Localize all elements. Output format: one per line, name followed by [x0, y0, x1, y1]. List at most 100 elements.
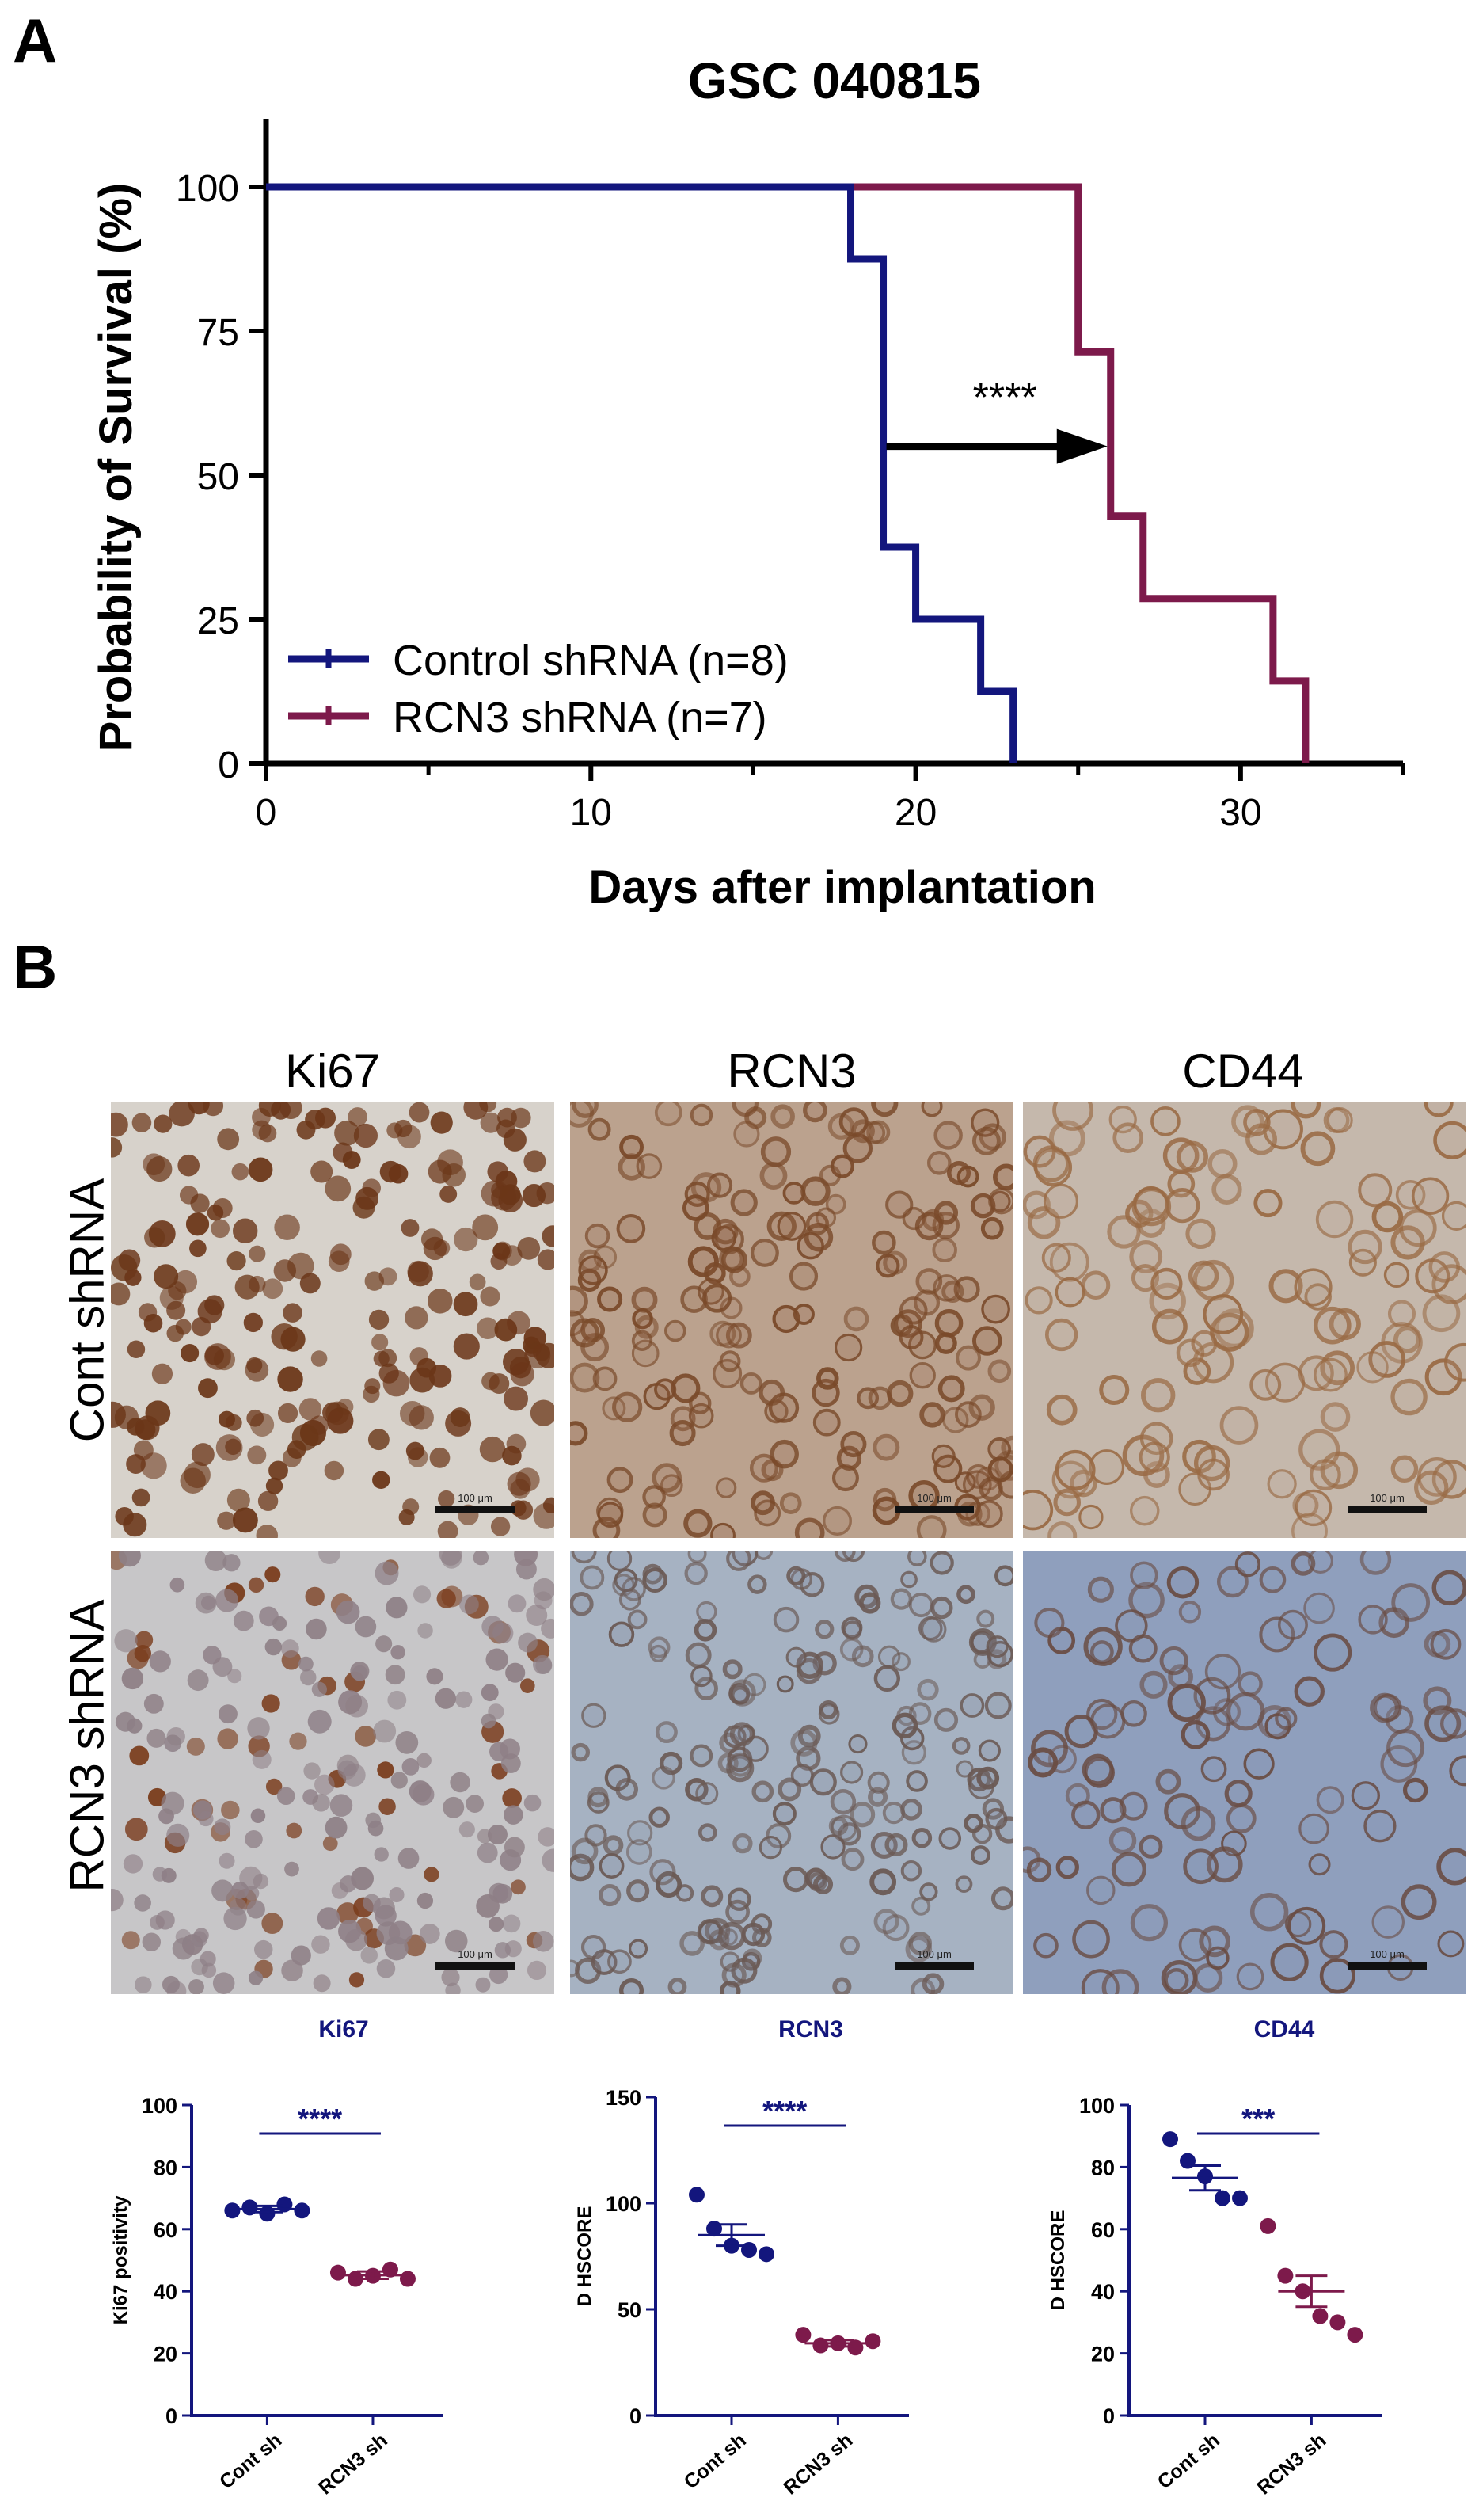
km-significance: ****	[973, 375, 1037, 421]
panel-letter-a: A	[13, 6, 58, 75]
quant-x-tick-label: Cont sh	[1154, 2429, 1224, 2493]
cell-nucleus	[221, 1800, 240, 1820]
quant-y-tick-label: 80	[154, 2156, 177, 2179]
cell-nucleus	[1431, 1264, 1466, 1304]
cell-nucleus	[355, 1186, 379, 1210]
cell-nucleus	[272, 1616, 287, 1631]
cell-nucleus	[570, 1285, 588, 1317]
cell-nucleus	[1204, 1654, 1241, 1690]
micrograph-texture	[570, 1102, 1013, 1538]
cell-nucleus	[1315, 1200, 1354, 1239]
cell-nucleus	[307, 1709, 332, 1734]
cell-nucleus	[227, 1669, 242, 1684]
cell-nucleus	[336, 1902, 359, 1925]
cell-nucleus	[248, 1157, 273, 1182]
cell-nucleus	[1120, 1700, 1147, 1727]
quant-y-tick-label: 100	[1079, 2094, 1115, 2118]
cell-nucleus	[728, 1752, 753, 1777]
cell-nucleus	[930, 1551, 954, 1575]
cell-nucleus	[466, 1795, 484, 1813]
cell-nucleus	[435, 1688, 456, 1709]
cell-nucleus	[453, 1333, 480, 1360]
cell-nucleus	[675, 1884, 694, 1902]
cell-nucleus	[187, 1669, 209, 1692]
cell-nucleus	[384, 1936, 409, 1961]
cell-nucleus	[776, 1675, 794, 1693]
ihc-column-header-cd44: CD44	[1182, 1045, 1304, 1098]
cell-nucleus	[1055, 1277, 1085, 1308]
cell-nucleus	[971, 1126, 1001, 1155]
cell-nucleus	[173, 1270, 198, 1294]
cell-nucleus	[984, 1692, 1012, 1719]
cell-nucleus	[390, 1772, 408, 1789]
cell-nucleus	[704, 1262, 726, 1285]
quant-y-tick-label: 50	[618, 2298, 641, 2322]
cell-nucleus	[785, 1646, 807, 1668]
cell-nucleus	[608, 1621, 635, 1647]
quant-y-tick-label: 100	[142, 2094, 177, 2118]
cell-nucleus	[584, 1223, 610, 1249]
cell-nucleus	[164, 1734, 182, 1753]
cell-nucleus	[385, 1665, 405, 1685]
cell-nucleus	[1253, 1189, 1283, 1218]
cell-nucleus	[719, 1350, 741, 1372]
scale-bar	[1348, 1506, 1427, 1513]
cell-nucleus	[631, 1330, 653, 1352]
cell-nucleus	[985, 1807, 1008, 1830]
cell-nucleus	[1034, 1607, 1065, 1639]
quant-title-rcn3: RCN3	[778, 2016, 843, 2042]
cell-nucleus	[504, 1386, 529, 1411]
cell-nucleus	[1287, 1906, 1326, 1945]
cell-nucleus	[289, 1732, 307, 1750]
cell-nucleus	[1424, 1358, 1462, 1396]
cell-nucleus	[1025, 1286, 1053, 1315]
quant-significance: ***	[1241, 2103, 1275, 2135]
cell-nucleus	[625, 1839, 652, 1865]
cell-nucleus	[367, 1429, 390, 1451]
cell-nucleus	[1047, 1521, 1078, 1538]
cell-nucleus	[505, 1662, 526, 1683]
cell-nucleus	[721, 1962, 747, 1988]
km-series-control	[266, 183, 1017, 763]
cell-nucleus	[890, 1588, 912, 1610]
cell-nucleus	[169, 1102, 195, 1127]
ihc-column-header-rcn3: RCN3	[727, 1045, 857, 1098]
cell-nucleus	[532, 1654, 553, 1675]
cell-nucleus	[1391, 1583, 1431, 1622]
cell-nucleus	[1383, 1262, 1410, 1288]
cell-nucleus	[766, 1823, 792, 1849]
cell-nucleus	[599, 1883, 622, 1907]
cell-nucleus	[298, 1398, 322, 1421]
cell-nucleus	[1358, 1173, 1393, 1208]
cell-nucleus	[232, 1507, 258, 1533]
quant-title-cd44: CD44	[1254, 2016, 1315, 2042]
cell-nucleus	[115, 1507, 134, 1526]
cell-nucleus	[111, 1282, 131, 1306]
cell-nucleus	[872, 1230, 896, 1255]
cell-nucleus	[386, 1597, 408, 1619]
cell-nucleus	[248, 1970, 264, 1985]
cell-nucleus	[154, 1114, 173, 1133]
cell-nucleus	[277, 1366, 303, 1392]
cell-nucleus	[770, 1439, 799, 1469]
cell-nucleus	[869, 1868, 897, 1896]
cell-nucleus	[439, 1185, 458, 1203]
cell-nucleus	[1368, 1341, 1405, 1378]
cell-nucleus	[956, 1165, 979, 1188]
cell-nucleus	[960, 1693, 985, 1718]
cell-nucleus	[709, 1929, 730, 1951]
cell-nucleus	[134, 1976, 152, 1994]
cell-nucleus	[135, 1631, 154, 1649]
cell-nucleus	[581, 1703, 606, 1728]
cell-nucleus	[899, 1296, 928, 1325]
cell-nucleus	[127, 1418, 145, 1436]
quant-y-tick-label: 60	[154, 2218, 177, 2242]
cell-nucleus	[1078, 1504, 1104, 1530]
cell-nucleus	[1181, 1806, 1216, 1841]
cell-nucleus	[726, 1551, 751, 1571]
cell-nucleus	[679, 1931, 705, 1956]
cell-nucleus	[426, 1668, 443, 1685]
quant-point	[1260, 2217, 1276, 2234]
cell-nucleus	[264, 1566, 281, 1583]
cell-nucleus	[542, 1848, 554, 1872]
